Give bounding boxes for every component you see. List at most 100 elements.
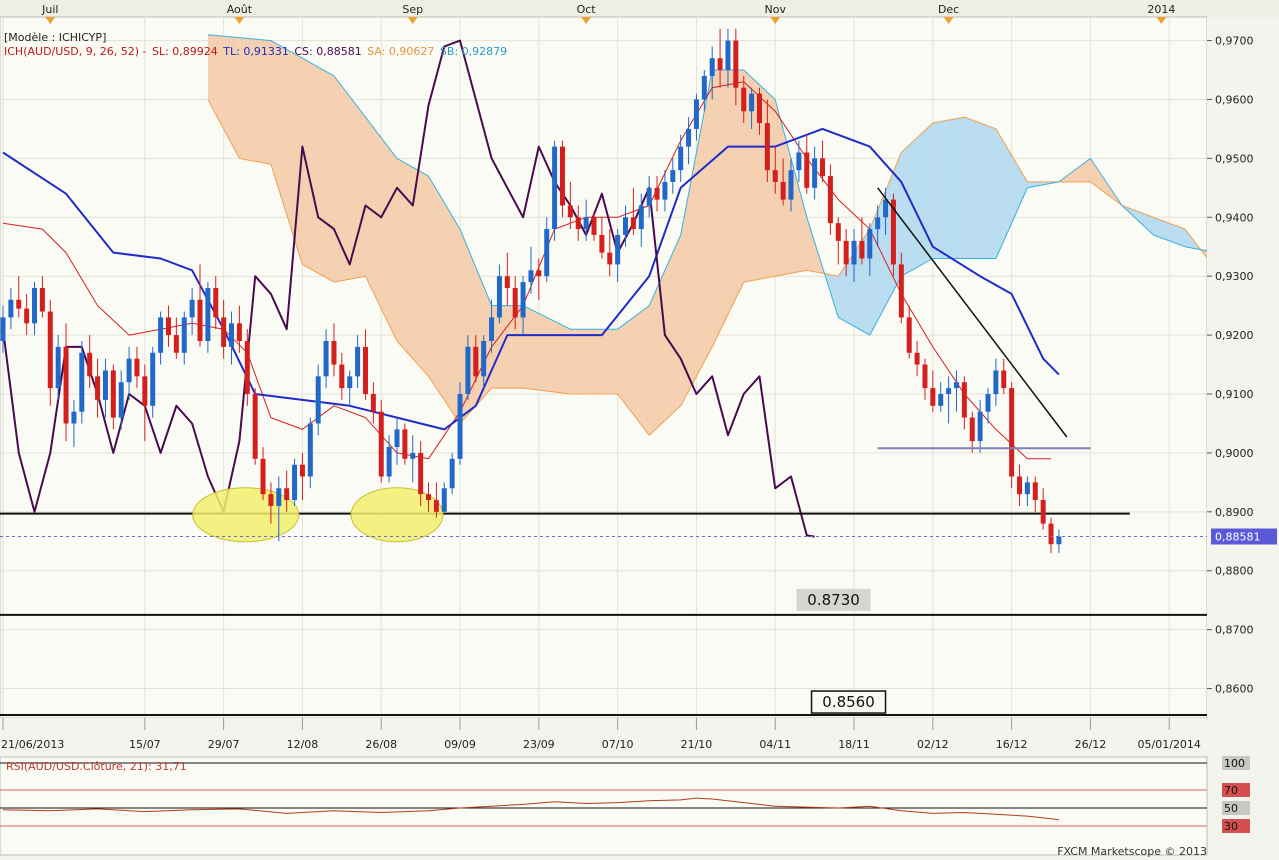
candle-bullish [709, 58, 715, 76]
kumo-cloud-segment [1110, 187, 1115, 200]
kumo-cloud-segment [1169, 223, 1174, 243]
kumo-cloud-segment [794, 173, 799, 273]
kumo-cloud-segment [645, 305, 650, 436]
candle-bullish [883, 199, 889, 218]
kumo-cloud-segment [1070, 170, 1075, 182]
candle-bullish [796, 152, 802, 171]
kumo-cloud-segment [881, 190, 886, 314]
candle-bullish [441, 488, 447, 512]
kumo-cloud-segment [286, 49, 291, 227]
kumo-cloud-segment [854, 246, 858, 329]
kumo-cloud-segment [802, 202, 807, 272]
kumo-cloud-segment [263, 39, 267, 164]
kumo-cloud-segment [621, 323, 626, 405]
kumo-cloud-segment [743, 70, 748, 283]
kumo-cloud-segment [330, 73, 334, 283]
kumo-cloud-segment [349, 96, 354, 280]
candle-bullish [205, 287, 211, 341]
kumo-cloud-segment [503, 305, 508, 389]
month-label: Oct [577, 3, 597, 16]
candle-bearish [433, 500, 439, 512]
kumo-cloud-segment [1062, 176, 1067, 182]
support-level-label-box [796, 588, 871, 611]
kumo-cloud-segment [1102, 176, 1107, 194]
candle-bullish [875, 217, 881, 230]
candle-bearish [87, 352, 93, 377]
kumo-cloud-segment [357, 106, 362, 278]
date-tick-label: 21/06/2013 [1, 738, 64, 751]
kumo-cloud-segment [530, 309, 535, 390]
kumo-cloud-segment [436, 189, 441, 395]
candle-bearish [567, 205, 573, 218]
kumo-cloud-segment [255, 39, 260, 163]
candle-bullish [686, 128, 692, 147]
kumo-cloud-segment [1165, 221, 1170, 241]
kumo-cloud-segment [861, 234, 866, 333]
kumo-cloud-segment [830, 274, 835, 305]
date-tick-label: 16/12 [996, 738, 1028, 751]
kumo-cloud-segment [542, 315, 547, 392]
kumo-cloud-segment [479, 276, 484, 402]
kumo-cloud-segment [716, 70, 721, 339]
kumo-cloud-segment [684, 193, 689, 399]
candle-bullish [867, 229, 873, 259]
candle-bullish [410, 452, 416, 459]
kumo-cloud-segment [1074, 167, 1079, 182]
kumo-cloud-segment [763, 88, 768, 279]
kumo-cloud-segment [751, 77, 756, 281]
kumo-cloud-segment [554, 321, 559, 393]
kumo-cloud-segment [558, 323, 563, 394]
candle-bullish [583, 217, 589, 230]
kumo-cloud-segment [408, 165, 413, 359]
tl-value: TL: 0,91331 [223, 45, 289, 58]
kumo-cloud-segment [302, 58, 307, 267]
sb-value: SB: 0,92879 [439, 45, 508, 58]
candle-bearish [221, 317, 227, 347]
date-tick-label: 04/11 [759, 738, 791, 751]
candle-bearish [402, 429, 408, 459]
kumo-cloud-segment [282, 47, 287, 215]
candle-bullish [938, 394, 944, 406]
kumo-cloud-segment [696, 131, 701, 377]
candle-bearish [339, 364, 345, 389]
candle-bearish [898, 264, 904, 318]
candle-bullish [646, 187, 652, 206]
candle-bearish [24, 308, 30, 324]
month-marker [943, 17, 954, 24]
candle-bearish [370, 394, 376, 412]
kumo-cloud-segment [440, 195, 445, 400]
candle-bullish [189, 299, 195, 318]
candle-bearish [213, 287, 219, 318]
current-price-tag-label: 0,88581 [1215, 531, 1261, 544]
candle-bearish [536, 270, 542, 277]
kumo-cloud-segment [393, 153, 397, 341]
candle-bearish [299, 464, 305, 477]
candle-bearish [820, 158, 826, 177]
resistance-trendline [877, 187, 1068, 438]
date-tick-label: 21/10 [681, 738, 713, 751]
month-marker [45, 17, 56, 24]
candle-bearish [39, 287, 45, 312]
month-label: Dec [938, 3, 959, 16]
candle-bearish [173, 335, 179, 353]
kumo-cloud-segment [1133, 209, 1138, 221]
kumo-cloud-segment [976, 121, 981, 259]
price-tick-label: 0,8700 [1215, 624, 1254, 637]
kumo-cloud-segment [515, 305, 520, 389]
candle-bullish [347, 376, 353, 389]
support-level-label-box [810, 690, 887, 714]
kumo-cloud-segment [1149, 215, 1154, 235]
senkou-span-b-line [207, 34, 1207, 336]
kumo-cloud-segment [617, 326, 622, 400]
kumo-cloud-segment [936, 121, 941, 259]
candle-bearish [1048, 523, 1054, 545]
candle-bullish [55, 346, 61, 389]
price-tick-label: 0,9000 [1215, 447, 1254, 460]
candle-bearish [16, 299, 22, 309]
kumo-cloud-segment [1094, 164, 1099, 188]
month-marker [407, 17, 418, 24]
kumo-cloud-segment [546, 317, 551, 392]
chikou-span-line [2, 39, 815, 538]
rsi-panel [0, 756, 1208, 856]
